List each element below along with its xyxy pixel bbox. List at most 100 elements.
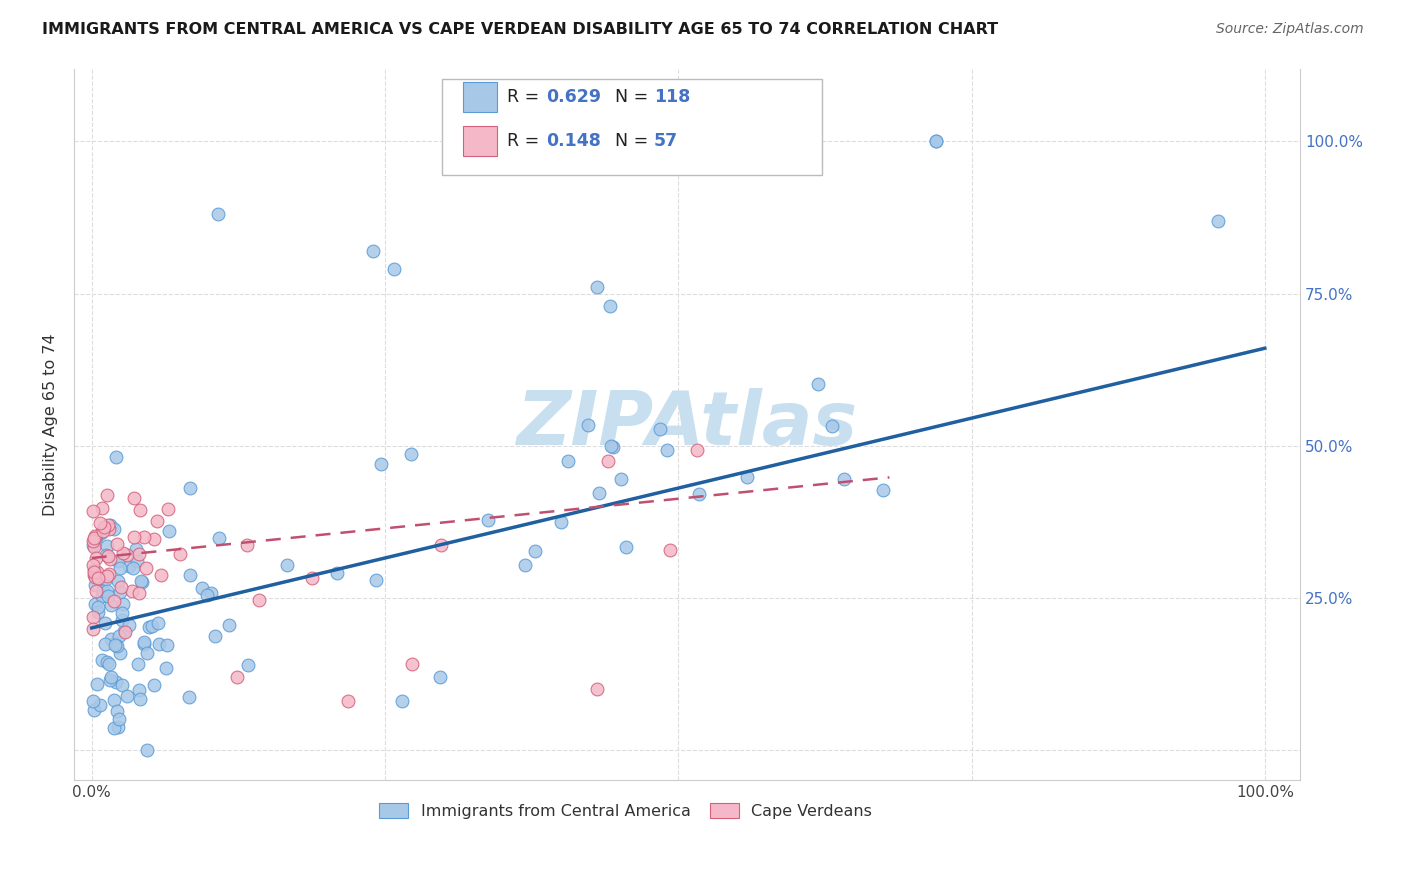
Point (91, 524, 114, 539)
Point (142, 678, 165, 692)
Point (84, 531, 107, 545)
Point (157, 524, 180, 538)
Point (148, 615, 170, 630)
Point (111, 614, 134, 628)
Point (115, 548, 138, 562)
Point (108, 560, 131, 574)
Text: 0.629: 0.629 (546, 88, 602, 106)
Point (236, 538, 259, 552)
Point (134, 637, 156, 651)
Point (735, 470, 758, 484)
Point (100, 670, 122, 684)
Point (136, 742, 159, 756)
Point (146, 514, 169, 528)
Point (124, 541, 146, 556)
Point (129, 503, 152, 517)
Point (523, 543, 546, 558)
Point (108, 712, 131, 726)
Point (177, 690, 200, 704)
Point (110, 585, 132, 599)
Point (84, 530, 107, 544)
Point (110, 580, 132, 594)
Point (82, 504, 104, 518)
Point (1206, 213, 1229, 227)
Point (104, 636, 127, 650)
Point (576, 418, 599, 433)
Point (100, 599, 122, 613)
Point (98, 657, 121, 672)
Point (103, 692, 125, 706)
Point (94, 637, 117, 651)
FancyBboxPatch shape (463, 82, 498, 112)
Point (366, 573, 388, 587)
Point (111, 678, 134, 692)
Point (84, 529, 107, 543)
Point (588, 485, 610, 500)
Point (128, 547, 150, 561)
Point (97, 518, 120, 533)
Point (82, 558, 104, 573)
Point (105, 450, 128, 464)
Point (107, 554, 129, 568)
Point (127, 657, 149, 672)
Point (114, 624, 136, 639)
Point (84, 551, 107, 566)
Point (87, 570, 110, 584)
Point (128, 683, 150, 698)
Text: N =: N = (614, 88, 654, 106)
Point (136, 646, 159, 660)
Point (218, 618, 240, 632)
Point (399, 447, 422, 461)
Point (96, 488, 118, 502)
Point (103, 522, 125, 536)
Point (586, 280, 609, 294)
Point (190, 582, 212, 596)
Point (97, 549, 120, 563)
Point (83, 565, 105, 579)
Point (301, 571, 323, 585)
Point (118, 559, 141, 574)
Point (155, 661, 177, 675)
Y-axis label: Disability Age 65 to 74: Disability Age 65 to 74 (44, 333, 58, 516)
Point (599, 299, 621, 313)
Point (105, 704, 128, 718)
Point (100, 632, 122, 647)
Point (807, 377, 830, 392)
Point (90, 525, 112, 540)
Point (336, 694, 359, 708)
Point (83, 567, 105, 582)
Point (401, 657, 423, 672)
Text: R =: R = (506, 88, 544, 106)
Point (598, 454, 620, 468)
Point (83, 531, 105, 545)
Point (93, 520, 115, 534)
Point (96, 548, 118, 562)
Point (98, 517, 121, 532)
Point (117, 617, 139, 632)
Point (135, 561, 157, 575)
Point (103, 721, 125, 735)
Point (370, 457, 392, 471)
Text: 0.148: 0.148 (546, 132, 600, 150)
Point (108, 628, 131, 642)
Point (925, 135, 948, 149)
Point (208, 531, 231, 545)
Point (430, 537, 453, 551)
Point (83, 703, 105, 717)
Point (382, 262, 405, 277)
Point (111, 606, 134, 620)
Point (391, 694, 413, 708)
Point (557, 453, 579, 467)
Point (121, 583, 143, 598)
Point (93, 615, 115, 630)
Point (86, 605, 108, 619)
Text: IMMIGRANTS FROM CENTRAL AMERICA VS CAPE VERDEAN DISABILITY AGE 65 TO 74 CORRELAT: IMMIGRANTS FROM CENTRAL AMERICA VS CAPE … (42, 22, 998, 37)
Point (132, 530, 155, 544)
Point (86, 565, 108, 579)
Point (276, 558, 298, 572)
Point (122, 561, 145, 575)
Point (96, 655, 118, 669)
Point (83, 570, 105, 584)
Point (96, 583, 118, 598)
Point (91, 584, 114, 599)
